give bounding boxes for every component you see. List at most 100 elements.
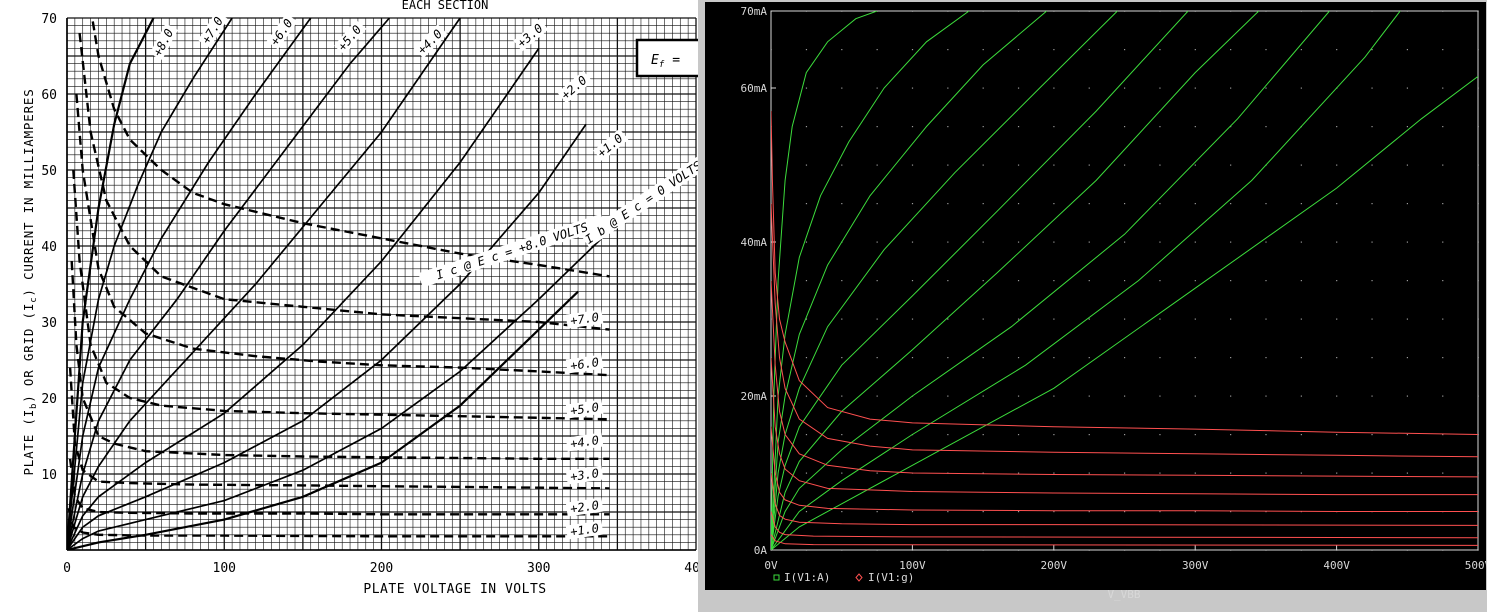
right-x-axis-label: V_VBB (1107, 588, 1140, 601)
right-grid-dot (841, 126, 843, 128)
right-grid-dot (1017, 164, 1020, 166)
right-grid-dot (1194, 280, 1196, 282)
right-grid-dot (1088, 164, 1090, 166)
right-grid-dot (1053, 87, 1055, 89)
left-curve-label-bg (413, 24, 448, 59)
right-y-tick-label: 0A (754, 544, 768, 557)
right-grid-dot (1159, 241, 1161, 243)
right-grid-dot (1300, 280, 1302, 282)
right-grid-dot (805, 395, 808, 397)
right-grid-dot (1265, 434, 1267, 436)
right-grid-dot (1442, 126, 1444, 128)
left-grid-label-bg (565, 432, 604, 452)
right-grid-dot (876, 395, 878, 397)
right-grid-dot (1406, 357, 1408, 359)
right-grid-dot (947, 434, 949, 436)
right-grid-dot (876, 434, 878, 436)
right-series-line (771, 11, 1189, 550)
right-grid-dot (876, 357, 878, 359)
right-series-line (771, 75, 1478, 550)
right-grid-dot (876, 511, 878, 513)
right-grid-dot (1230, 357, 1232, 359)
right-y-tick-label: 20mA (741, 390, 768, 403)
left-grid-label-bg (565, 354, 604, 374)
right-grid-dot (1017, 318, 1020, 320)
left-grid-label-bg (565, 497, 604, 517)
right-grid-dot (876, 203, 878, 205)
left-grid-label-bg (565, 520, 604, 540)
right-grid-dot (1230, 49, 1232, 51)
left-y-tick-label: 60 (41, 88, 57, 103)
right-grid-dot (1053, 280, 1055, 282)
left-grid-label: +2.0 (565, 497, 604, 517)
right-grid-dot (1406, 164, 1408, 166)
right-grid-dot (947, 357, 949, 359)
left-y-tick-label: 70 (41, 12, 57, 27)
right-chart-panel: 0V 100V 200V 300V 400V 500V 0A 20mA 40mA 60mA 70mA… (704, 0, 1487, 612)
right-grid-dot (841, 357, 843, 359)
right-grid-dot (805, 126, 808, 128)
right-grid-dot (1088, 203, 1090, 205)
right-grid-dot (1088, 241, 1090, 243)
left-series-line (68, 458, 610, 516)
left-grid-label: +6.0 (565, 354, 604, 374)
right-grid-dot (1336, 357, 1338, 359)
right-grid-dot (1265, 395, 1267, 397)
right-grid-dot (1124, 472, 1126, 474)
left-x-tick-label: 100 (213, 561, 236, 576)
right-grid-dot (1124, 357, 1126, 359)
left-series-line (68, 367, 610, 490)
right-grid-dot (911, 49, 914, 51)
right-grid-dot (982, 87, 984, 89)
right-grid-dot (982, 472, 984, 474)
left-curve-label-bg (266, 13, 298, 50)
right-grid-dot (1300, 203, 1302, 205)
right-series-line (771, 11, 1401, 550)
right-grid-dot (876, 49, 878, 51)
left-curves (67, 18, 610, 550)
right-grid-dot (1265, 280, 1267, 282)
ef-box-text: Ef = (651, 53, 680, 70)
right-x-tick-label: 500V (1465, 559, 1487, 572)
right-grid-dot (1442, 49, 1444, 51)
right-grid-dot (1406, 472, 1408, 474)
right-grid-dot (1159, 164, 1161, 166)
right-grid-dot (1088, 395, 1090, 397)
right-grid-dot (841, 203, 843, 205)
right-grid-dot (1406, 280, 1408, 282)
right-grid-dot (1124, 164, 1126, 166)
right-grid-dot (947, 203, 949, 205)
left-x-tick-label: 200 (370, 561, 393, 576)
right-grid-dot (841, 434, 843, 436)
right-grid-dot (1406, 241, 1408, 243)
right-grid-dot (1336, 126, 1338, 128)
right-series-line (771, 11, 1330, 550)
right-grid-dot (1336, 395, 1338, 397)
right-grid-dot (1300, 241, 1302, 243)
legend-diamond-marker (855, 573, 863, 582)
right-grid-dot (1371, 241, 1373, 243)
right-grid-dot (1371, 49, 1373, 51)
right-grid-dot (1017, 203, 1020, 205)
right-grid-dot (1124, 318, 1126, 320)
left-y-tick-label: 10 (41, 468, 57, 483)
right-grid-dot (1159, 87, 1161, 89)
right-grid-dot (1300, 434, 1302, 436)
left-title-fragment: EACH SECTION (402, 0, 489, 12)
right-grid-dot (805, 49, 808, 51)
right-grid-dot (982, 126, 984, 128)
right-grid-dot (911, 164, 914, 166)
right-grid-dot (982, 280, 984, 282)
right-grid-dot (876, 280, 878, 282)
right-grid-dot (1159, 511, 1161, 513)
right-grid-dot (1406, 434, 1408, 436)
right-grid-dot (1159, 395, 1161, 397)
right-grid-dot (1159, 280, 1161, 282)
right-grid-dot (1230, 87, 1232, 89)
right-series-line (771, 111, 1478, 435)
right-grid-dot (1442, 318, 1444, 320)
right-grid-dot (1371, 87, 1373, 89)
right-grid-dot (876, 241, 878, 243)
right-x-tick-label: 100V (899, 559, 926, 572)
right-grid-dot (982, 203, 984, 205)
